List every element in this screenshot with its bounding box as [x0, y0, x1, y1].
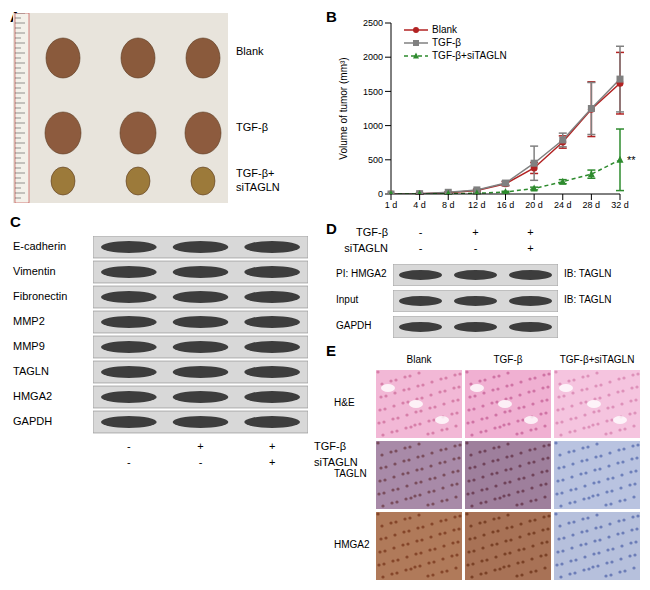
html-text:Blank: Blank	[406, 354, 432, 365]
html-text:HMGA2: HMGA2	[334, 539, 370, 550]
html-text:TGF-β+siTAGLN: TGF-β+siTAGLN	[559, 354, 635, 365]
svg-text:1000: 1000	[363, 121, 383, 131]
html-text:Input: Input	[336, 294, 359, 305]
html-text:TGF-β+siTAGLN: TGF-β+siTAGLN	[432, 50, 507, 61]
html-text:TAGLN: TAGLN	[334, 468, 367, 479]
html-text:MMP2: MMP2	[13, 315, 45, 327]
html-text:GAPDH: GAPDH	[13, 415, 53, 427]
html-text:TAGLN: TAGLN	[13, 365, 49, 377]
svg-text:8 d: 8 d	[442, 200, 455, 210]
html-text:TGF-β: TGF-β	[236, 121, 268, 133]
html-text:TGF-β: TGF-β	[493, 354, 523, 365]
svg-text:4 d: 4 d	[413, 200, 426, 210]
html-text:Blank: Blank	[432, 24, 457, 35]
svg-text:16 d: 16 d	[497, 200, 515, 210]
svg-text:32 d: 32 d	[611, 200, 629, 210]
svg-text:500: 500	[368, 155, 383, 165]
svg-text:2500: 2500	[363, 18, 383, 28]
html-text:TGF-β: TGF-β	[432, 37, 462, 48]
html-text:TGF-β: TGF-β	[356, 226, 388, 238]
html-text:siTAGLN: siTAGLN	[344, 242, 388, 254]
html-text:TGF-β: TGF-β	[314, 440, 346, 452]
html-text:GAPDH: GAPDH	[336, 320, 372, 331]
html-text:TGF-β+: TGF-β+	[236, 167, 275, 179]
svg-text:Volume of tumor (mm³): Volume of tumor (mm³)	[338, 57, 349, 159]
html-text:E-cadherin: E-cadherin	[13, 240, 67, 252]
html-text:Blank: Blank	[236, 45, 264, 57]
svg-text:28 d: 28 d	[583, 200, 601, 210]
html-text:IB: TAGLN: IB: TAGLN	[564, 268, 612, 279]
html-text:siTAGLN: siTAGLN	[314, 456, 358, 468]
html-text:C: C	[10, 213, 21, 230]
html-text:Fibronectin: Fibronectin	[13, 290, 68, 302]
svg-text:20 d: 20 d	[525, 200, 543, 210]
svg-text:2000: 2000	[363, 52, 383, 62]
svg-text:12 d: 12 d	[468, 200, 486, 210]
svg-text:0: 0	[378, 189, 383, 199]
svg-text:24 d: 24 d	[554, 200, 572, 210]
html-text:HMGA2: HMGA2	[13, 390, 53, 402]
html-text:IB: TAGLN: IB: TAGLN	[564, 294, 612, 305]
svg-text:**: **	[627, 154, 636, 166]
html-text:A: A	[10, 8, 21, 25]
html-text:siTAGLN: siTAGLN	[236, 181, 280, 193]
svg-text:1 d: 1 d	[385, 200, 398, 210]
html-text:MMP9: MMP9	[13, 340, 45, 352]
html-text:Vimentin: Vimentin	[13, 265, 56, 277]
html-text:B: B	[326, 8, 337, 25]
html-text:PI: HMGA2: PI: HMGA2	[336, 268, 387, 279]
svg-text:1500: 1500	[363, 87, 383, 97]
html-text:E: E	[326, 342, 336, 359]
html-text:D: D	[326, 220, 337, 237]
html-text:H&E: H&E	[334, 397, 355, 408]
